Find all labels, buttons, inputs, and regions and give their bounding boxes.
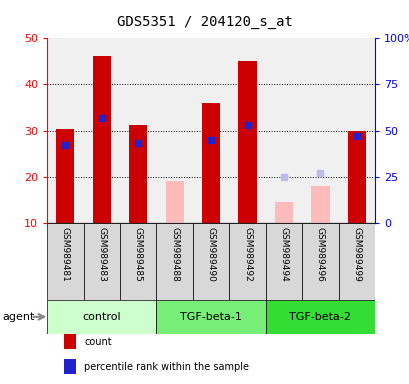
Bar — [229, 38, 265, 223]
Text: GSM989490: GSM989490 — [206, 227, 215, 281]
Bar — [92, 56, 111, 223]
FancyBboxPatch shape — [156, 300, 265, 334]
Bar — [310, 186, 329, 223]
FancyBboxPatch shape — [193, 223, 229, 300]
Bar — [156, 38, 193, 223]
FancyBboxPatch shape — [156, 223, 193, 300]
Bar — [56, 129, 74, 223]
Text: percentile rank within the sample: percentile rank within the sample — [84, 362, 248, 372]
Bar — [301, 38, 338, 223]
Bar — [347, 131, 365, 223]
FancyBboxPatch shape — [47, 300, 156, 334]
FancyBboxPatch shape — [120, 223, 156, 300]
FancyBboxPatch shape — [265, 300, 374, 334]
FancyBboxPatch shape — [47, 223, 83, 300]
FancyBboxPatch shape — [338, 223, 374, 300]
FancyBboxPatch shape — [229, 223, 265, 300]
Text: GSM989492: GSM989492 — [243, 227, 252, 281]
Bar — [238, 61, 256, 223]
Text: GSM989481: GSM989481 — [61, 227, 70, 281]
Text: TGF-beta-2: TGF-beta-2 — [289, 312, 351, 322]
FancyBboxPatch shape — [265, 223, 301, 300]
Bar — [47, 38, 83, 223]
Bar — [338, 38, 374, 223]
Text: GSM989488: GSM989488 — [170, 227, 179, 281]
Bar — [265, 38, 301, 223]
Text: GSM989485: GSM989485 — [133, 227, 142, 281]
FancyBboxPatch shape — [301, 223, 338, 300]
Text: GSM989494: GSM989494 — [279, 227, 288, 281]
Bar — [274, 202, 292, 223]
FancyBboxPatch shape — [83, 223, 120, 300]
Text: agent: agent — [2, 312, 34, 322]
Bar — [129, 126, 147, 223]
Bar — [83, 38, 120, 223]
Text: count: count — [84, 337, 111, 347]
Text: control: control — [82, 312, 121, 322]
Bar — [165, 181, 183, 223]
Bar — [193, 38, 229, 223]
Text: GDS5351 / 204120_s_at: GDS5351 / 204120_s_at — [117, 15, 292, 29]
Bar — [202, 103, 220, 223]
Text: TGF-beta-1: TGF-beta-1 — [180, 312, 241, 322]
Text: GSM989496: GSM989496 — [315, 227, 324, 281]
Text: GSM989483: GSM989483 — [97, 227, 106, 281]
Bar — [120, 38, 156, 223]
Text: GSM989499: GSM989499 — [352, 227, 361, 281]
